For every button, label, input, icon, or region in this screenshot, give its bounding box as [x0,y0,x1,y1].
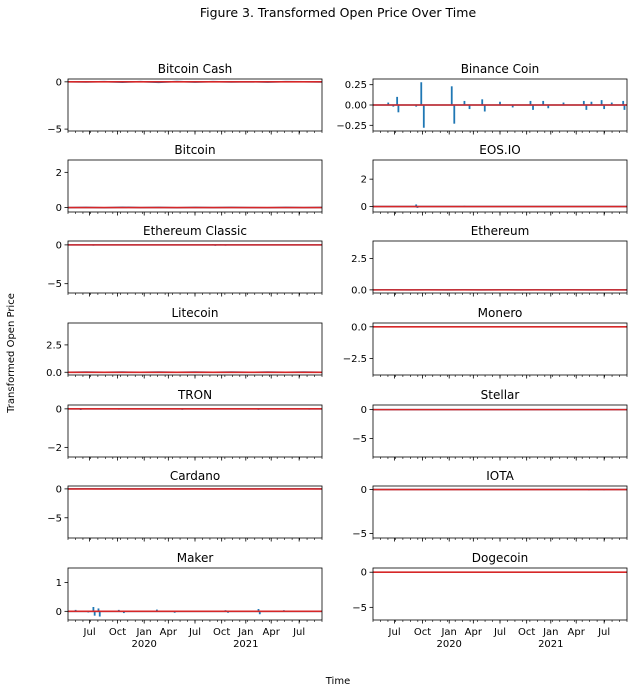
x-tick-label: Jan [135,627,151,638]
y-tick-label: 2.5 [46,340,62,351]
y-tick-label: 0 [361,568,367,579]
figure-xlabel: Time [325,676,350,687]
subplot-ethereum: Ethereum 2.5 0.0 [351,224,628,297]
axes-frame [372,240,628,294]
subplot-title: Cardano [170,469,220,483]
y-tick-label: 0.0 [351,322,367,333]
y-tick-label: −2 [47,443,62,454]
axes-frame [67,159,323,213]
y-tick-label: 0.25 [345,80,367,91]
y-tick-label: 0 [56,404,62,415]
y-tick-label: 0 [56,607,62,618]
y-tick-label: −5 [47,513,62,524]
subplot-binance-coin: Binance Coin 0.25 0.00 −0.25 [336,62,628,135]
axes-frame [67,485,323,539]
subplot-iota: IOTA 0 −5 [352,469,628,542]
y-tick-label: −5 [352,529,367,540]
x-year-label: 2020 [131,639,156,650]
y-tick-label: −5 [352,434,367,445]
subplot-title: Monero [478,306,523,320]
x-year-label: 2020 [436,639,461,650]
axes-frame [372,485,628,539]
x-tick-label: Jul [493,627,506,638]
x-tick-label: Jul [83,627,96,638]
y-tick-label: 0 [56,484,62,495]
y-tick-label: −5 [352,603,367,614]
subplot-stellar: Stellar 0 −5 [352,388,628,461]
x-tick-label: Jan [440,627,456,638]
y-tick-label: −0.25 [336,121,367,132]
subplot-title: TRON [177,388,212,402]
x-tick-label: Jul [292,627,305,638]
axes-frame [67,78,323,132]
subplot-bitcoin: Bitcoin 2 0 [56,143,323,216]
y-tick-label: 0 [56,203,62,214]
subplot-tron: TRON 0 −2 [47,388,323,461]
y-tick-label: 2 [56,168,62,179]
y-tick-label: −2.5 [343,354,367,365]
axes-frame [67,567,323,621]
axes-frame [67,240,323,294]
subplot-monero: Monero 0.0 −2.5 [343,306,628,379]
x-tick-label: Jan [237,627,253,638]
subplot-title: IOTA [486,469,514,483]
subplot-title: Litecoin [172,306,219,320]
x-tick-label: Oct [213,627,230,638]
x-tick-label: Oct [518,627,535,638]
figure-title: Figure 3. Transformed Open Price Over Ti… [200,5,477,20]
subplot-bitcoin-cash: Bitcoin Cash 0 −5 [47,62,323,136]
axes-frame [67,322,323,376]
x-tick-label: Jul [388,627,401,638]
x-tick-label: Apr [263,627,281,638]
y-tick-label: 0 [56,77,62,88]
x-tick-label: Jul [188,627,201,638]
subplot-eos-io: EOS.IO 2 0 [361,143,628,216]
y-tick-label: 1 [56,578,62,589]
y-tick-label: 2 [361,175,367,186]
x-tick-label: Apr [160,627,178,638]
subplot-title: Ethereum [471,224,530,238]
x-tick-label: Jul [597,627,610,638]
figure-ylabel: Transformed Open Price [6,293,17,414]
x-tick-label: Oct [414,627,431,638]
subplot-title: Bitcoin Cash [158,62,233,76]
y-tick-label: 0.0 [351,285,367,296]
x-year-label: 2021 [233,639,258,650]
subplot-title: Dogecoin [472,551,528,565]
x-tick-label: Jan [542,627,558,638]
y-tick-label: 2.5 [351,254,367,265]
y-tick-label: 0 [361,405,367,416]
subplot-dogecoin: Dogecoin 0 −5 Jul Oct Jan Apr Jul Oct Jan Apr Jul 20… [352,551,628,650]
subplot-title: Ethereum Classic [143,224,247,238]
subplot-title: Stellar [481,388,520,402]
axes-frame [372,322,628,376]
x-tick-label: Oct [109,627,126,638]
x-tick-label: Apr [465,627,483,638]
y-tick-label: 0 [361,485,367,496]
subplot-litecoin: Litecoin 2.5 0.0 [46,306,323,379]
subplot-maker: Maker 1 0 Jul Oct Jan Apr Jul Oct Jan Apr Jul 2020 20… [56,551,323,650]
subplot-ethereum-classic: Ethereum Classic 0 −5 [47,224,323,297]
subplot-title: EOS.IO [479,143,520,157]
y-tick-label: 0.0 [46,368,62,379]
axes-frame [67,404,323,458]
subplot-title: Bitcoin [174,143,215,157]
y-tick-label: −5 [47,279,62,290]
subplot-cardano: Cardano 0 −5 [47,469,323,542]
x-year-label: 2021 [538,639,563,650]
subplot-title: Maker [177,551,214,565]
axes-frame [372,159,628,213]
y-tick-label: 0 [56,240,62,251]
subplot-title: Binance Coin [461,62,540,76]
y-tick-label: −5 [47,125,62,136]
axes-frame [372,567,628,621]
y-tick-label: 0 [361,202,367,213]
axes-frame [372,404,628,458]
x-tick-label: Apr [568,627,586,638]
y-tick-label: 0.00 [345,101,367,112]
